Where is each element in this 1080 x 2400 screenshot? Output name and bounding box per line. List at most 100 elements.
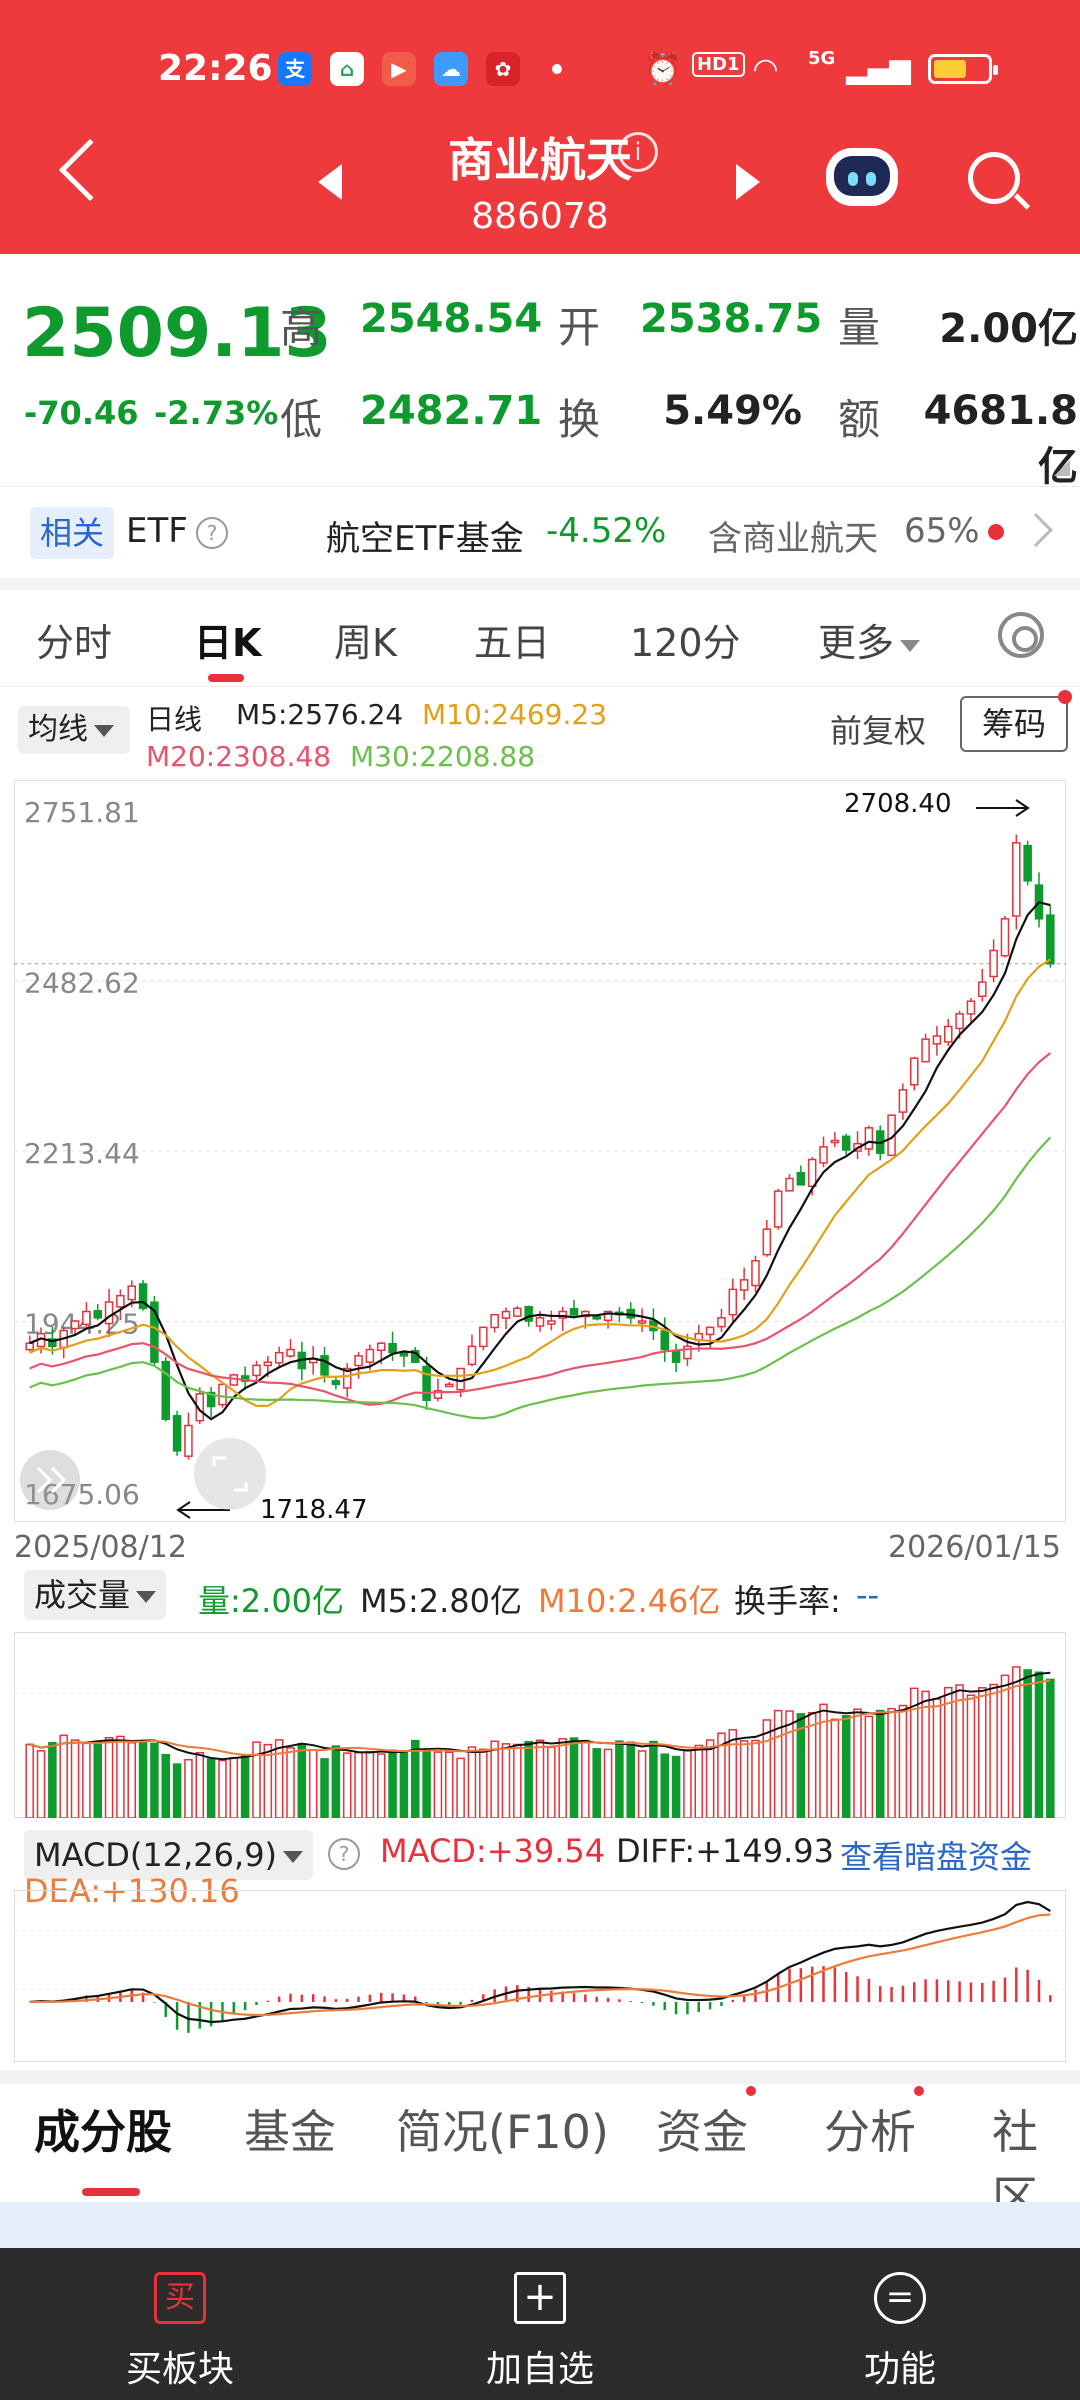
signal-icon: ▂▄▆ — [846, 52, 911, 85]
dropdown-icon — [900, 639, 921, 652]
volume-bar — [626, 1741, 635, 1818]
high-marker-label: 2708.40 — [844, 789, 952, 819]
volume-bar — [1034, 1671, 1044, 1818]
macd-selector-label: MACD(12,26,9) — [34, 1836, 278, 1874]
candle-body — [342, 1367, 352, 1389]
candle-body — [943, 1025, 953, 1043]
candle-body — [705, 1326, 715, 1336]
dark-pool-link[interactable]: 查看暗盘资金 — [840, 1838, 1033, 1876]
volume-bar — [263, 1743, 273, 1818]
volume-bar — [218, 1759, 227, 1818]
volume-bar — [547, 1746, 556, 1818]
volume-bar — [252, 1741, 261, 1818]
candle-body — [773, 1190, 783, 1228]
adjust-mode[interactable]: 前复权 — [830, 712, 927, 750]
next-stock-button[interactable] — [736, 164, 760, 200]
notification-dot — [552, 64, 562, 74]
volume-bar — [592, 1748, 601, 1818]
candle-body — [1000, 918, 1010, 957]
tab-funds[interactable]: 基金 — [244, 2105, 336, 2159]
chart-frame — [14, 1890, 1066, 2062]
help-icon[interactable]: ? — [328, 1838, 360, 1870]
volume-bar — [150, 1742, 159, 1818]
volume-bar — [921, 1690, 930, 1818]
tab-120min[interactable]: 120分 — [630, 621, 741, 665]
add-watchlist-button[interactable]: + 加自选 — [390, 2248, 690, 2400]
volume-bar — [48, 1741, 57, 1818]
etf-name[interactable]: 航空ETF基金 — [326, 519, 524, 559]
candle-body — [671, 1349, 681, 1363]
candle-body — [1012, 842, 1021, 917]
y-axis-label: 2482.62 — [24, 967, 140, 1000]
volume-bar — [637, 1750, 647, 1818]
volume-bar — [943, 1686, 953, 1818]
notice-banner[interactable] — [0, 2202, 1080, 2248]
volume-bar — [240, 1753, 250, 1818]
volume-selector[interactable]: 成交量 — [24, 1570, 167, 1620]
candle-body — [263, 1361, 273, 1367]
low-value: 2482.71 — [360, 388, 543, 434]
ai-assistant-icon[interactable] — [826, 148, 898, 206]
volume-bar — [297, 1742, 307, 1818]
candle-body — [365, 1348, 375, 1363]
volume-bar — [161, 1753, 171, 1818]
buy-sector-button[interactable]: 买 买板块 — [30, 2248, 330, 2400]
tab-constituents[interactable]: 成分股 — [34, 2105, 172, 2159]
high-marker-arrow — [976, 799, 1030, 817]
info-icon[interactable]: i — [618, 132, 658, 172]
candle-body — [479, 1326, 488, 1348]
candle-body — [728, 1288, 738, 1316]
search-icon[interactable] — [968, 152, 1020, 204]
prev-stock-button[interactable] — [318, 164, 342, 200]
help-icon[interactable]: ? — [196, 517, 228, 549]
candle-body — [717, 1317, 726, 1328]
tab-capital[interactable]: 资金 — [656, 2105, 748, 2159]
volume-bar — [683, 1749, 692, 1818]
candle-body — [989, 949, 998, 978]
candle-body — [955, 1013, 964, 1030]
turnover-value: 5.49% — [663, 388, 802, 434]
tab-intraday[interactable]: 分时 — [36, 621, 113, 665]
volume-m10: M10:2.46亿 — [538, 1582, 721, 1620]
expand-corner-icon[interactable] — [1054, 460, 1070, 476]
volume-bar — [615, 1740, 624, 1818]
volume-chart — [14, 1632, 1066, 1818]
chips-button[interactable]: 筹码 — [960, 696, 1068, 752]
volume-bar — [195, 1751, 205, 1818]
volume-bar — [116, 1735, 125, 1818]
volume-bar — [501, 1743, 511, 1818]
candle-body — [48, 1338, 57, 1348]
tab-weekly-k[interactable]: 周K — [334, 621, 397, 665]
volume-bar — [864, 1715, 874, 1818]
network-5g-icon: 5G — [808, 48, 836, 69]
tab-analysis[interactable]: 分析 — [824, 2105, 916, 2159]
volume-bar — [603, 1748, 613, 1818]
tab-five-day[interactable]: 五日 — [474, 621, 551, 665]
candlestick-chart[interactable]: 2751.812482.622213.441944.251675.062708.… — [14, 780, 1066, 1522]
candle-body — [331, 1380, 341, 1386]
back-button[interactable] — [58, 138, 122, 202]
volume-bar — [229, 1757, 239, 1818]
candle-body — [603, 1310, 613, 1322]
macd-selector[interactable]: MACD(12,26,9) — [24, 1830, 314, 1880]
tab-daily-k[interactable]: 日K — [194, 621, 262, 665]
candle-body — [195, 1393, 205, 1422]
open-label: 开 — [558, 303, 601, 352]
candle-body — [445, 1383, 454, 1388]
tab-profile-f10[interactable]: 简况(F10) — [396, 2105, 609, 2159]
settings-icon[interactable] — [998, 612, 1044, 658]
candle-body — [683, 1345, 692, 1360]
volume-bar — [342, 1752, 352, 1818]
ma30-line — [29, 1136, 1052, 1420]
candle-body — [172, 1414, 182, 1452]
candle-body — [116, 1294, 125, 1308]
status-bar: 22:26 支 ⌂ ▶ ☁ ✿ ⏰ HD1 ◠ 5G ▂▄▆ — [0, 40, 1080, 100]
indicator-selector[interactable]: 均线 — [18, 706, 130, 754]
volume-bar — [535, 1739, 545, 1818]
tab-more[interactable]: 更多 — [818, 612, 921, 667]
functions-button[interactable]: = 功能 — [750, 2248, 1050, 2400]
related-etf-row[interactable]: 相关 ETF ? 航空ETF基金 -4.52% 含商业航天 65% — [0, 486, 1080, 578]
candle-body — [70, 1320, 80, 1330]
ma20-line — [29, 1052, 1052, 1406]
start-date: 2025/08/12 — [14, 1530, 187, 1565]
